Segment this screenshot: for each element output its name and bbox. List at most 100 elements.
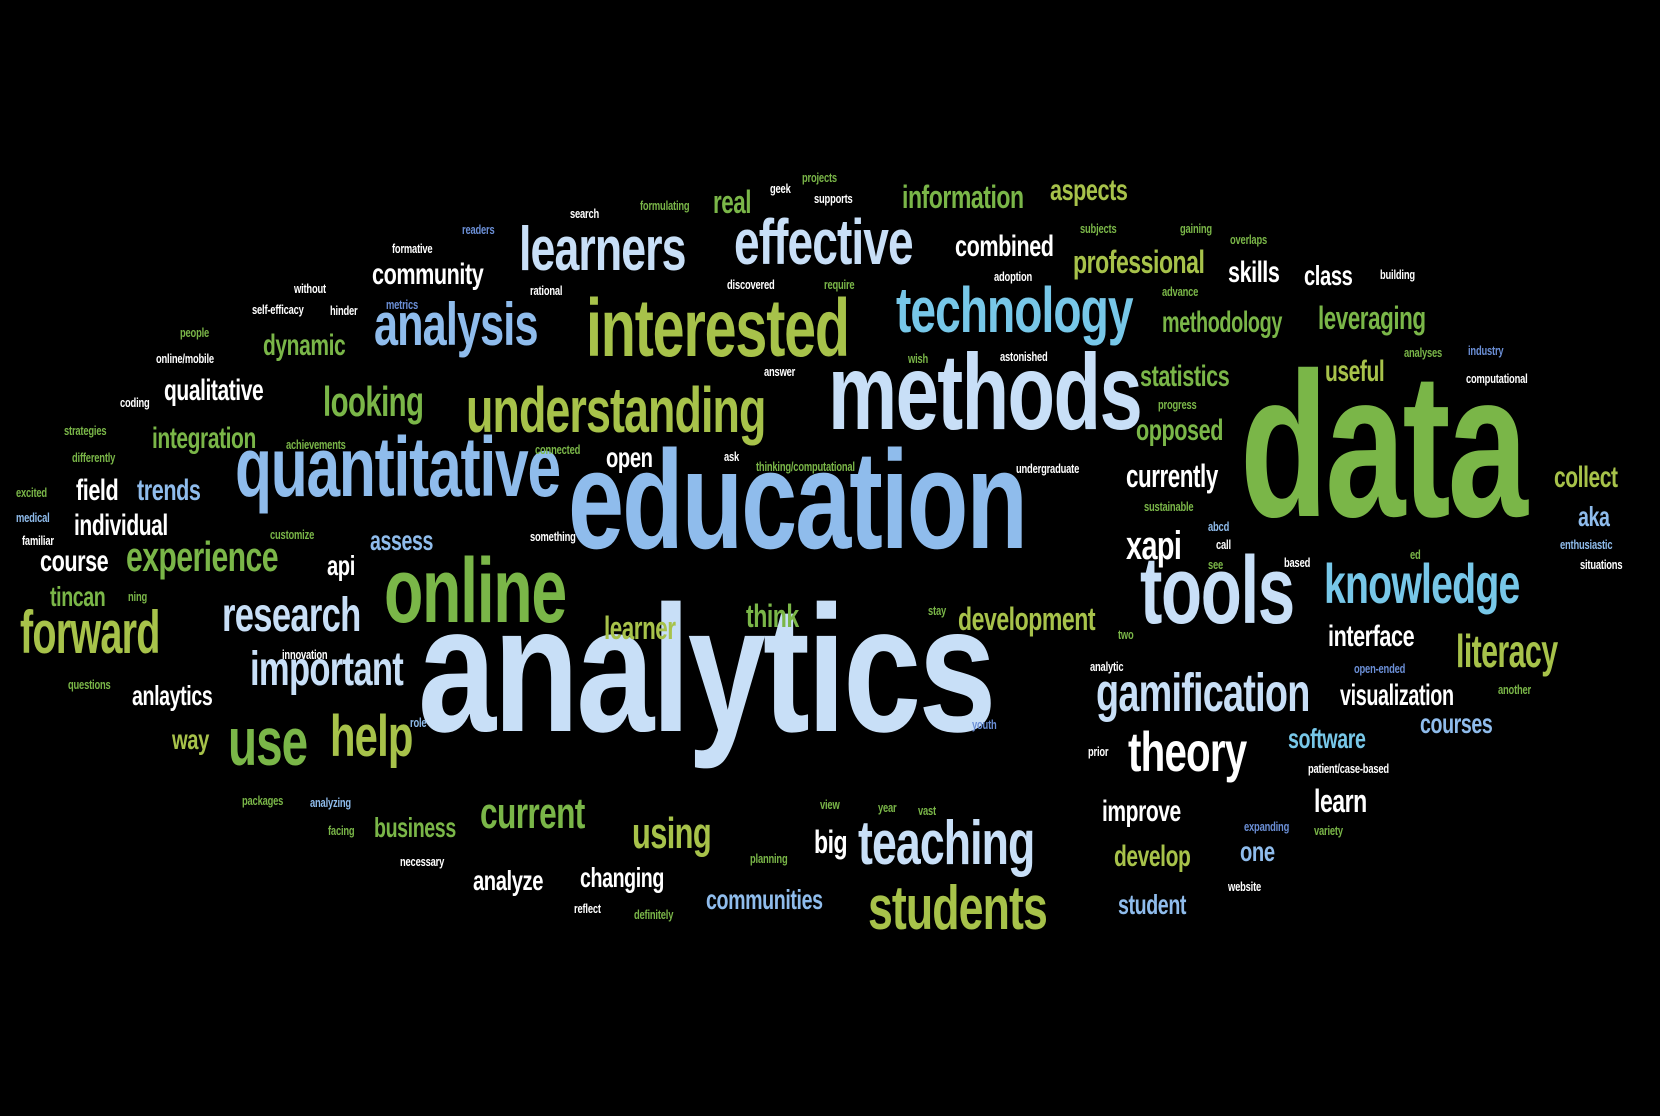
word-self-efficacy: self-efficacy <box>252 302 304 317</box>
word-student: student <box>1118 889 1187 920</box>
word-patient-case-based: patient/case-based <box>1308 761 1389 776</box>
word-view: view <box>820 797 840 812</box>
word-situations: situations <box>1580 557 1623 572</box>
word-effective: effective <box>734 206 914 278</box>
word-important: important <box>250 643 404 696</box>
word-computational: computational <box>1466 371 1528 386</box>
word-opposed: opposed <box>1136 414 1223 447</box>
word-big: big <box>814 824 848 860</box>
word-online: online <box>384 540 567 642</box>
word-medical: medical <box>16 510 50 525</box>
word-way: way <box>172 724 209 755</box>
word-software: software <box>1288 723 1366 754</box>
word-enthusiastic: enthusiastic <box>1560 537 1613 552</box>
word-progress: progress <box>1158 397 1197 412</box>
word-metrics: metrics <box>386 297 418 312</box>
word-thinking-computational: thinking/computational <box>756 459 855 474</box>
word-role: role <box>410 715 427 730</box>
word-tincan: tincan <box>50 581 106 612</box>
word-undergraduate: undergraduate <box>1016 461 1080 476</box>
word-formulating: formulating <box>640 198 690 213</box>
word-courses: courses <box>1420 708 1493 739</box>
word-require: require <box>824 277 855 292</box>
word-professional: professional <box>1073 244 1205 280</box>
word-community: community <box>372 258 484 291</box>
word-discovered: discovered <box>727 277 775 292</box>
word-looking: looking <box>323 378 424 425</box>
word-facing: facing <box>328 823 355 838</box>
word-learners: learners <box>519 215 686 284</box>
word-interface: interface <box>1328 620 1415 653</box>
word-familiar: familiar <box>22 533 54 548</box>
word-using: using <box>632 809 712 858</box>
word-useful: useful <box>1325 355 1385 388</box>
word-ask: ask <box>724 449 740 464</box>
word-achievements: achievements <box>286 437 346 452</box>
word-field: field <box>76 474 119 507</box>
word-collect: collect <box>1554 461 1618 494</box>
word-year: year <box>878 800 897 815</box>
word-xapi: xapi <box>1126 524 1182 568</box>
word-call: call <box>1216 537 1231 552</box>
word-prior: prior <box>1088 744 1109 759</box>
word-quantitative: quantitative <box>235 420 561 514</box>
word-analytic: analytic <box>1090 659 1124 674</box>
word-adoption: adoption <box>994 269 1033 284</box>
word-think: think <box>746 598 799 634</box>
word-analysis: analysis <box>374 291 538 358</box>
word-data: data <box>1240 330 1528 560</box>
word-website: website <box>1228 879 1262 894</box>
word-education: education <box>568 421 1028 578</box>
word-class: class <box>1304 260 1353 291</box>
word-understanding: understanding <box>466 374 766 446</box>
word-advance: advance <box>1162 284 1199 299</box>
word-geek: geek <box>770 181 791 196</box>
word-help: help <box>330 704 413 769</box>
word-leveraging: leveraging <box>1318 300 1426 336</box>
word-improve: improve <box>1102 795 1181 828</box>
word-excited: excited <box>16 485 47 500</box>
word-business: business <box>374 812 456 843</box>
word-sustainable: sustainable <box>1144 499 1194 514</box>
word-questions: questions <box>68 677 111 692</box>
word-something: something <box>530 529 576 544</box>
word-gaining: gaining <box>1180 221 1212 236</box>
word-students: students <box>868 874 1048 943</box>
word-skills: skills <box>1228 256 1280 289</box>
word-see: see <box>1208 557 1224 572</box>
word-youth: youth <box>972 717 997 732</box>
word-visualization: visualization <box>1340 679 1454 712</box>
word-answer: answer <box>764 364 796 379</box>
word-analytics: analytics <box>418 569 996 770</box>
word-without: without <box>294 281 326 296</box>
word-aspects: aspects <box>1050 174 1128 207</box>
word-dynamic: dynamic <box>263 329 346 362</box>
word-wish: wish <box>908 351 929 366</box>
word-methodology: methodology <box>1162 306 1282 339</box>
word-currently: currently <box>1126 458 1218 494</box>
word-changing: changing <box>580 862 664 893</box>
word-variety: variety <box>1314 823 1343 838</box>
word-qualitative: qualitative <box>164 374 264 407</box>
word-development: development <box>958 601 1096 637</box>
word-literacy: literacy <box>1456 625 1558 677</box>
word-people: people <box>180 325 210 340</box>
word-gamification: gamification <box>1096 663 1310 723</box>
word-customize: customize <box>270 527 315 542</box>
word-two: two <box>1118 627 1134 642</box>
word-projects: projects <box>802 170 837 185</box>
word-knowledge: knowledge <box>1324 552 1520 615</box>
word-individual: individual <box>74 509 168 542</box>
word-search: search <box>570 206 600 221</box>
word-differently: differently <box>72 450 116 465</box>
word-api: api <box>327 550 355 581</box>
word-open-ended: open-ended <box>1354 661 1406 676</box>
word-aka: aka <box>1578 501 1610 532</box>
word-use: use <box>228 704 308 780</box>
word-tools: tools <box>1140 537 1295 644</box>
word-experience: experience <box>126 533 279 580</box>
word-another: another <box>1498 682 1532 697</box>
word-building: building <box>1380 267 1415 282</box>
word-teaching: teaching <box>858 809 1035 878</box>
